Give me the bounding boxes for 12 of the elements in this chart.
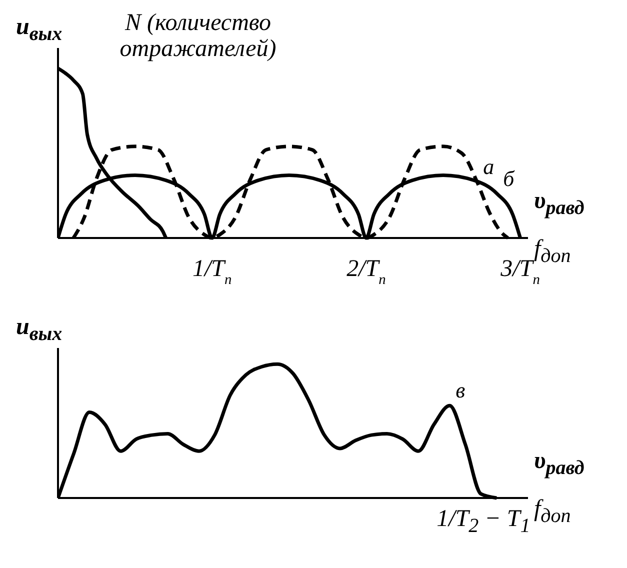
series-label: б [503,166,516,191]
series-label: в [456,378,466,403]
text: N (количество отражателей) [118,10,278,62]
text: υ$_{равд}$ [534,188,584,220]
y-axis-title: u$_{вых}$ [16,14,62,46]
y-axis-title: u$_{вых}$ [16,314,62,346]
series-label: а [483,154,494,180]
text: υ$_{равд}$ [534,448,584,480]
x-tick-label: 2/T$_{n}$ [346,256,386,288]
x-axis-title: f$_{доп}$ [534,496,571,528]
text: 1/T$_{2}$ − T$_{1}$ [436,506,530,538]
x-tick-label: 1/T$_{n}$ [192,256,232,288]
